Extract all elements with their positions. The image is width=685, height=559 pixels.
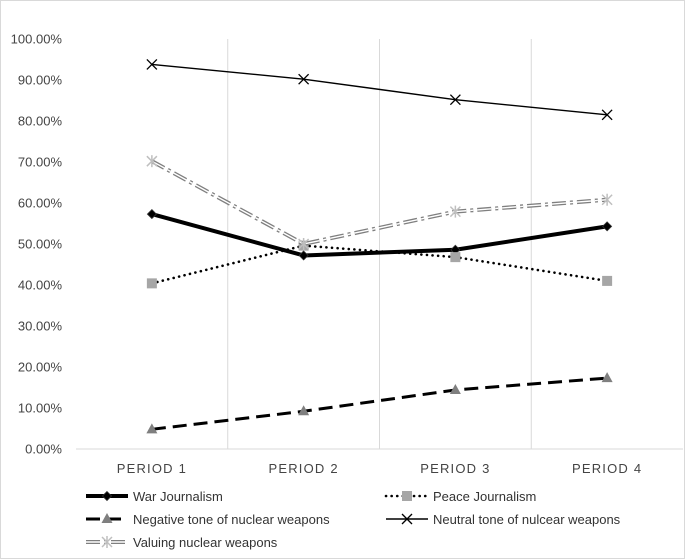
series-line [151, 212, 608, 258]
legend-item: Negative tone of nuclear weapons [86, 512, 330, 527]
series-line [150, 244, 609, 285]
x-tick-label: PERIOD 2 [268, 461, 338, 476]
data-point [601, 372, 613, 383]
legend-item: Valuing nuclear weapons [86, 535, 278, 550]
series-line [151, 63, 608, 116]
data-point [601, 193, 613, 206]
series-line [150, 159, 608, 247]
x-tick-label: PERIOD 3 [420, 461, 490, 476]
data-point [298, 73, 310, 85]
legend-swatch-marker [101, 490, 113, 502]
legend-swatch-marker [401, 513, 413, 525]
y-tick-label: 90.00% [18, 73, 63, 88]
data-point [146, 209, 157, 220]
legend-swatch-marker [101, 536, 113, 548]
data-point [146, 278, 157, 289]
y-tick-label: 70.00% [18, 155, 63, 170]
legend-swatch-marker [402, 491, 412, 501]
legend-label: Valuing nuclear weapons [133, 535, 278, 550]
y-tick-label: 0.00% [25, 442, 62, 457]
series-5 [146, 155, 613, 250]
data-point [449, 94, 461, 106]
series-line [151, 376, 608, 431]
y-tick-label: 40.00% [18, 278, 63, 293]
legend-label: Negative tone of nuclear weapons [133, 512, 330, 527]
data-point [601, 109, 613, 121]
data-point [298, 250, 309, 261]
data-point [146, 155, 158, 168]
data-point [146, 423, 158, 434]
data-point [146, 58, 158, 70]
y-axis-tick-labels: 0.00% 10.00% 20.00% 30.00% 40.00% 50.00% 60.00… [11, 32, 63, 457]
y-tick-label: 20.00% [18, 360, 63, 375]
y-tick-label: 50.00% [18, 237, 63, 252]
legend-swatch-marker [101, 513, 113, 523]
legend-item: Peace Journalism [384, 489, 536, 504]
y-tick-label: 100.00% [11, 32, 63, 47]
series-1 [146, 209, 613, 261]
y-tick-label: 10.00% [18, 401, 63, 416]
data-point [298, 405, 310, 416]
series-4 [146, 58, 613, 121]
legend-label: War Journalism [133, 489, 223, 504]
y-tick-label: 60.00% [18, 196, 63, 211]
series-lines [146, 58, 613, 434]
legend-label: Peace Journalism [433, 489, 536, 504]
x-tick-label: PERIOD 4 [572, 461, 642, 476]
y-tick-label: 30.00% [18, 319, 63, 334]
data-point [450, 252, 461, 263]
data-point [449, 205, 461, 218]
series-3 [146, 372, 613, 434]
legend-item: War Journalism [86, 489, 223, 504]
data-point [602, 275, 613, 286]
x-tick-label: PERIOD 1 [117, 461, 187, 476]
data-point [298, 238, 310, 250]
y-tick-label: 80.00% [18, 114, 63, 129]
data-point [602, 221, 613, 232]
legend: War Journalism Peace Journalism Negative t… [86, 489, 621, 550]
data-point [449, 383, 461, 394]
x-axis-tick-labels: PERIOD 1 PERIOD 2 PERIOD 3 PERIOD 4 [117, 461, 642, 476]
legend-label: Neutral tone of nulcear weapons [433, 512, 621, 527]
legend-item: Neutral tone of nulcear weapons [386, 512, 621, 527]
